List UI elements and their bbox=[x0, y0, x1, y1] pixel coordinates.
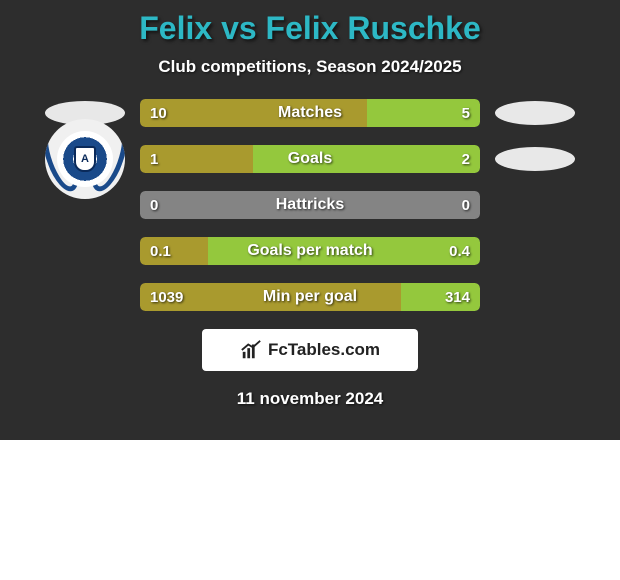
bar-left-segment: 0 bbox=[140, 191, 310, 219]
bar-right-segment: 0.4 bbox=[208, 237, 480, 265]
brand-text: FcTables.com bbox=[268, 340, 380, 360]
stat-row: 1039314Min per goal bbox=[0, 283, 620, 311]
right-value: 5 bbox=[462, 105, 470, 122]
bar-left-segment: 1 bbox=[140, 145, 253, 173]
stat-bar: 105Matches bbox=[140, 99, 480, 127]
bar-left-segment: 10 bbox=[140, 99, 367, 127]
stat-bar: 00Hattricks bbox=[140, 191, 480, 219]
bar-left-segment: 0.1 bbox=[140, 237, 208, 265]
page-title: Felix vs Felix Ruschke bbox=[0, 10, 620, 47]
right-value: 2 bbox=[462, 151, 470, 168]
left-value: 0.1 bbox=[150, 243, 171, 260]
stat-row: 0.10.4Goals per match bbox=[0, 237, 620, 265]
bar-right-segment: 5 bbox=[367, 99, 480, 127]
right-value: 0.4 bbox=[449, 243, 470, 260]
left-value: 10 bbox=[150, 105, 167, 122]
stat-rows-container: 105MatchesA12Goals00Hattricks0.10.4Goals… bbox=[0, 99, 620, 311]
right-logo-slot bbox=[490, 101, 580, 125]
stat-row: A12Goals bbox=[0, 145, 620, 173]
team-logo-crest: A bbox=[45, 119, 125, 199]
bar-right-segment: 2 bbox=[253, 145, 480, 173]
subtitle: Club competitions, Season 2024/2025 bbox=[0, 57, 620, 77]
bar-left-segment: 1039 bbox=[140, 283, 401, 311]
bar-right-segment: 314 bbox=[401, 283, 480, 311]
comparison-card: Felix vs Felix Ruschke Club competitions… bbox=[0, 0, 620, 440]
right-logo-slot bbox=[490, 147, 580, 171]
chart-icon bbox=[240, 339, 262, 361]
date-text: 11 november 2024 bbox=[0, 389, 620, 409]
left-value: 1039 bbox=[150, 289, 183, 306]
stat-bar: 1039314Min per goal bbox=[140, 283, 480, 311]
right-value: 314 bbox=[445, 289, 470, 306]
brand-badge: FcTables.com bbox=[202, 329, 418, 371]
left-value: 1 bbox=[150, 151, 158, 168]
team-logo-ellipse bbox=[495, 101, 575, 125]
stat-bar: 0.10.4Goals per match bbox=[140, 237, 480, 265]
left-logo-slot: A bbox=[40, 119, 130, 199]
bar-right-segment: 0 bbox=[310, 191, 480, 219]
stat-bar: 12Goals bbox=[140, 145, 480, 173]
right-value: 0 bbox=[462, 197, 470, 214]
left-value: 0 bbox=[150, 197, 158, 214]
team-logo-ellipse bbox=[495, 147, 575, 171]
